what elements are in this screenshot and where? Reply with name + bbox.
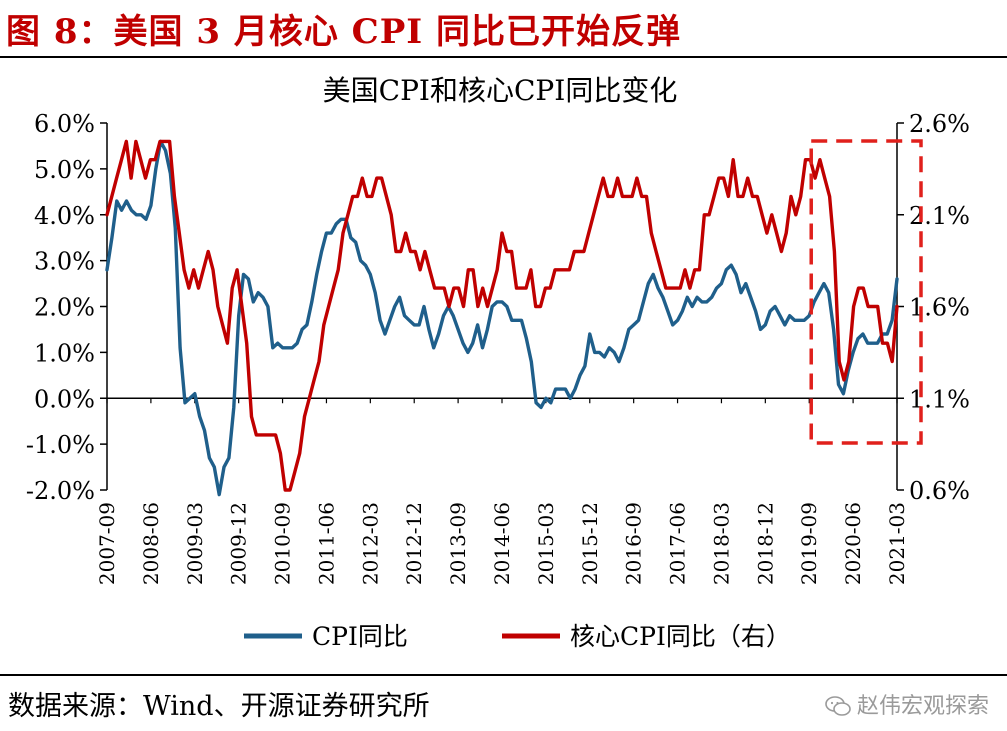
legend: CPI同比 核心CPI同比（右） <box>244 622 791 651</box>
source-note: 数据来源：Wind、开源证券研究所 <box>8 691 430 722</box>
y-right-tick-label: 1.1% <box>909 385 970 413</box>
axes: -2.0% -1.0% 0.0% 1.0% 2.0% 3.0% 4.0% 5.0% 6.0% 0.… <box>26 110 970 585</box>
x-tick-label: 2020-06 <box>841 502 865 585</box>
x-tick-label: 2018-12 <box>753 502 777 585</box>
x-tick-label: 2015-12 <box>578 502 602 585</box>
watermark: 赵伟宏观探索 <box>825 688 989 720</box>
y-right-tick-label: 0.6% <box>909 477 970 505</box>
y-left-tick-label: 2.0% <box>34 294 95 322</box>
series-line-core-cpi <box>105 139 899 492</box>
y-right-tick-label: 2.1% <box>909 202 970 230</box>
x-tick-label: 2012-12 <box>402 502 426 585</box>
y-left-tick-label: -1.0% <box>26 431 95 459</box>
y-left-tick-label: 0.0% <box>34 385 95 413</box>
y-left-tick-label: 1.0% <box>34 339 95 367</box>
y-right-tick-label: 1.6% <box>909 294 970 322</box>
x-tick-label: 2008-06 <box>139 502 163 585</box>
y-left-tick-label: 6.0% <box>34 110 95 138</box>
series-line-cpi <box>105 139 899 497</box>
x-tick-label: 2017-06 <box>666 502 690 585</box>
legend-label-core-cpi: 核心CPI同比（右） <box>570 622 791 651</box>
x-tick-label: 2015-03 <box>534 502 558 585</box>
x-tick-label: 2012-03 <box>358 502 382 585</box>
bottom-rule <box>0 674 1007 676</box>
x-tick-label: 2021-03 <box>885 502 909 585</box>
y-left-tick-label: -2.0% <box>26 477 95 505</box>
x-tick-label: 2016-09 <box>622 502 646 585</box>
x-tick-label: 2018-03 <box>709 502 733 585</box>
watermark-text: 赵伟宏观探索 <box>856 694 989 719</box>
figure-title: 图 8：美国 3 月核心 CPI 同比已开始反弹 <box>6 12 682 52</box>
chart: 美国CPI和核心CPI同比变化 -2.0% -1.0% 0.0% 1.0% 2.0% 3.… <box>26 74 970 651</box>
x-tick-label: 2009-12 <box>227 502 251 585</box>
y-left-tick-label: 4.0% <box>34 202 95 230</box>
x-tick-label: 2007-09 <box>95 502 119 585</box>
x-tick-label: 2011-06 <box>314 502 338 585</box>
y-left-tick-label: 5.0% <box>34 156 95 184</box>
series-lines <box>105 139 899 497</box>
highlight-layer <box>809 139 923 445</box>
x-tick-label: 2010-09 <box>271 502 295 585</box>
x-tick-label: 2014-06 <box>490 502 514 585</box>
wechat-icon <box>825 696 851 716</box>
y-right-tick-label: 2.6% <box>909 110 970 138</box>
y-left-tick-label: 3.0% <box>34 248 95 276</box>
chart-title: 美国CPI和核心CPI同比变化 <box>323 74 678 107</box>
x-tick-label: 2013-09 <box>446 502 470 585</box>
x-tick-label: 2019-09 <box>797 502 821 585</box>
top-rule <box>0 56 1007 58</box>
legend-label-cpi: CPI同比 <box>312 622 408 651</box>
highlight-box <box>809 139 923 445</box>
x-tick-label: 2009-03 <box>183 502 207 585</box>
